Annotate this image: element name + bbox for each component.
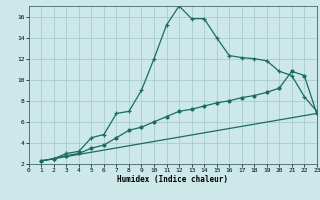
X-axis label: Humidex (Indice chaleur): Humidex (Indice chaleur) [117, 175, 228, 184]
